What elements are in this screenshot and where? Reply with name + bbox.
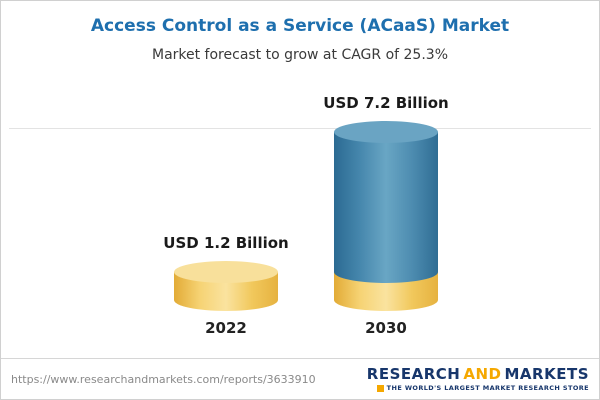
source-url: https://www.researchandmarkets.com/repor… [11, 372, 316, 386]
value-label-2030: USD 7.2 Billion [323, 94, 449, 112]
logo-gold-square-icon [376, 384, 384, 392]
cylinder-2030-base-bottom [334, 289, 438, 311]
axis-label-2022: 2022 [205, 319, 247, 337]
logo-tagline-row: THE WORLD'S LARGEST MARKET RESEARCH STOR… [367, 383, 589, 392]
top-gridline [9, 128, 591, 129]
cylinder-2022-bottom [174, 289, 278, 311]
cylinder-2030-top [334, 121, 438, 143]
chart-title: Access Control as a Service (ACaaS) Mark… [90, 16, 510, 36]
value-label-2022: USD 1.2 Billion [163, 234, 289, 252]
cylinder-2030-body [334, 132, 438, 272]
logo-word-and: AND [463, 364, 502, 383]
cylinder-2030-bottom [334, 261, 438, 283]
footer: https://www.researchandmarkets.com/repor… [1, 358, 599, 399]
research-and-markets-logo: RESEARCH AND MARKETS THE WORLD'S LARGEST M… [366, 364, 589, 392]
logo-tagline: THE WORLD'S LARGEST MARKET RESEARCH STOR… [386, 383, 589, 392]
logo-word-research: RESEARCH [366, 364, 461, 383]
logo-wordmark: RESEARCH AND MARKETS [366, 364, 589, 383]
cylinder-2022-top [174, 261, 278, 283]
axis-label-2030: 2030 [365, 319, 407, 337]
logo-word-markets: MARKETS [504, 364, 589, 383]
chart-subtitle: Market forecast to grow at CAGR of 25.3% [151, 47, 449, 63]
